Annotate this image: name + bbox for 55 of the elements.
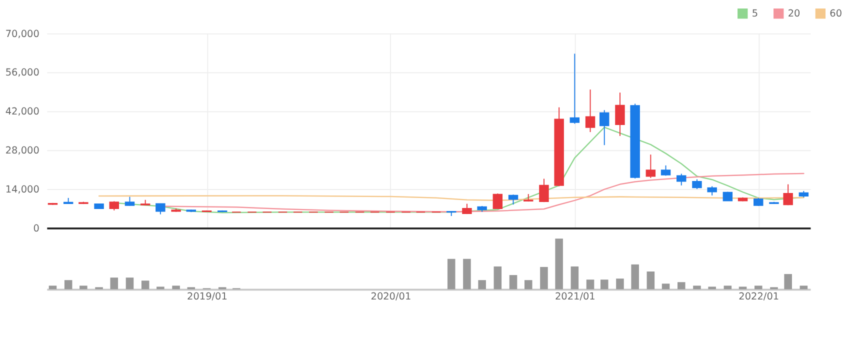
bar <box>447 258 456 290</box>
y-tick-label: 0 <box>33 223 40 234</box>
legend-label: 60 <box>830 8 842 20</box>
x-tick-label: 2022/01 <box>738 291 780 302</box>
bar <box>80 286 88 290</box>
bar <box>555 238 563 290</box>
x-tick-label: 2019/01 <box>187 291 228 302</box>
bar <box>463 258 471 290</box>
y-tick-label: 14,000 <box>5 184 40 196</box>
bar <box>48 286 57 290</box>
bar <box>738 286 747 290</box>
bar <box>478 280 486 290</box>
bar <box>616 278 624 290</box>
bar <box>600 280 608 290</box>
legend-label: 5 <box>752 8 758 20</box>
bar <box>800 286 808 290</box>
bar <box>646 272 655 290</box>
candlestick <box>539 178 549 203</box>
candlestick <box>676 173 686 186</box>
bar <box>631 264 639 290</box>
bar <box>172 286 180 290</box>
bar <box>724 286 732 290</box>
y-tick-label: 28,000 <box>5 146 40 157</box>
bar <box>509 275 518 290</box>
candlestick <box>492 192 503 210</box>
bar <box>141 280 150 290</box>
candlestick <box>600 110 610 146</box>
bar <box>570 266 579 290</box>
bar <box>110 278 118 290</box>
candlestick <box>692 178 702 190</box>
legend-label: 20 <box>788 8 800 20</box>
candlestick <box>646 154 656 178</box>
candlestick <box>783 184 793 206</box>
bar <box>64 280 72 290</box>
y-tick-label: 70,000 <box>5 28 40 40</box>
bar <box>586 280 594 290</box>
bar <box>540 266 548 290</box>
candlestick <box>707 186 717 196</box>
bar <box>524 280 532 290</box>
y-tick-label: 56,000 <box>5 68 40 79</box>
bar <box>662 284 670 290</box>
x-tick-label: 2020/01 <box>370 291 412 302</box>
bar <box>156 286 164 290</box>
bar <box>126 278 134 290</box>
y-tick-label: 42,000 <box>5 106 40 118</box>
candlestick <box>585 89 596 133</box>
x-tick-label: 2021/01 <box>554 291 596 302</box>
candlestick <box>615 92 625 136</box>
bar <box>754 286 762 290</box>
bar <box>693 286 701 290</box>
bar <box>708 286 716 290</box>
bar <box>494 266 502 290</box>
bar <box>677 282 686 290</box>
candlestick <box>508 194 518 206</box>
bar <box>784 274 792 290</box>
